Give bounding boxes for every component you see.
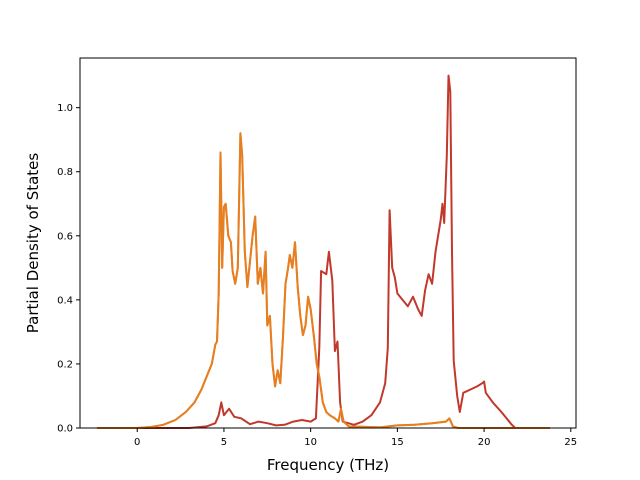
x-tick-label: 0 [134,437,140,448]
y-axis-ticks: 0.0 0.2 0.4 0.6 0.8 1.0 [57,103,80,435]
series-layer [97,74,550,429]
x-tick-label: 5 [221,437,227,448]
x-axis-label: Frequency (THz) [267,456,389,474]
x-tick-label: 20 [478,437,491,448]
y-tick-label: 0.0 [57,424,73,435]
y-tick-label: 0.2 [57,359,73,370]
y-axis-label: Partial Density of States [24,153,42,334]
y-tick-label: 0.8 [57,167,73,178]
x-tick-label: 25 [564,437,577,448]
x-tick-label: 15 [391,437,404,448]
y-tick-label: 1.0 [57,103,73,114]
y-tick-label: 0.4 [57,295,73,306]
series-line-1 [97,74,550,429]
series-line-3 [97,132,550,429]
y-tick-label: 0.6 [57,231,73,242]
x-axis-ticks: 0 5 10 15 20 25 [134,428,577,448]
x-tick-label: 10 [304,437,317,448]
plot-frame [79,57,577,429]
